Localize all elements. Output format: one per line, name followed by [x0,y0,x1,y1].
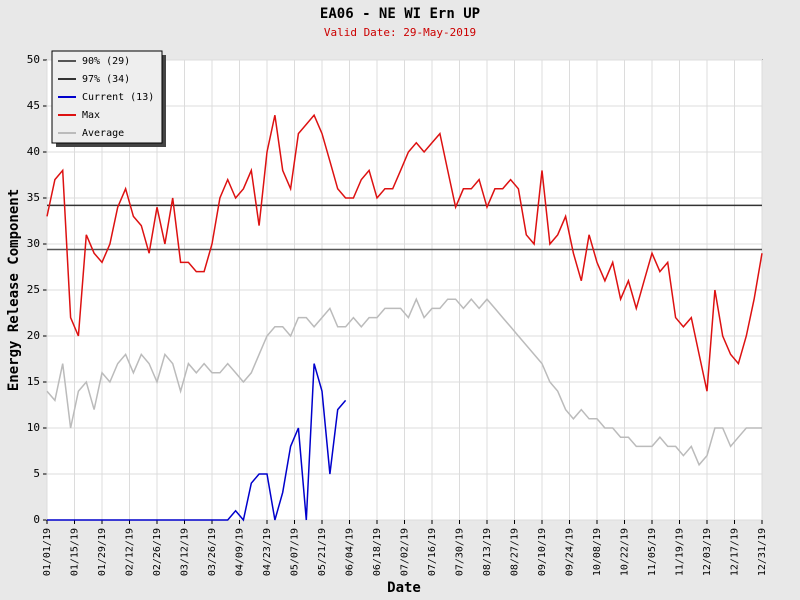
x-tick-label: 08/13/19 [482,528,493,576]
x-tick-label: 04/23/19 [262,528,273,576]
x-tick-label: 12/31/19 [757,528,768,576]
y-tick-label: 30 [27,237,40,250]
chart-title: EA06 - NE WI Ern UP [320,6,480,22]
x-tick-label: 12/03/19 [702,528,713,576]
legend-label: 97% (34) [82,74,130,85]
legend-label: Average [82,128,124,139]
y-tick-label: 20 [27,329,40,342]
x-tick-label: 10/22/19 [620,528,631,576]
y-tick-label: 15 [27,375,40,388]
x-tick-label: 07/30/19 [455,528,466,576]
x-tick-label: 07/16/19 [427,528,438,576]
y-axis-label: Energy Release Component [6,189,22,391]
x-tick-label: 04/09/19 [235,528,246,576]
y-tick-label: 45 [27,99,40,112]
x-tick-label: 09/24/19 [565,528,576,576]
x-tick-label: 03/26/19 [207,528,218,576]
x-tick-label: 05/07/19 [290,528,301,576]
x-tick-label: 06/04/19 [345,528,356,576]
x-tick-label: 09/10/19 [537,528,548,576]
y-tick-label: 35 [27,191,40,204]
series-line [46,297,762,467]
x-tick-label: 06/18/19 [372,528,383,576]
legend-label: 90% (29) [82,56,130,67]
chart-subtitle: Valid Date: 29-May-2019 [324,26,476,39]
y-tick-label: 0 [33,513,40,526]
x-tick-label: 01/01/19 [42,528,53,576]
y-tick-label: 25 [27,283,40,296]
legend: 90% (29) 97% (34) Current (13) Max Average [51,50,166,147]
x-tick-label: 11/05/19 [647,528,658,576]
x-tick-label: 05/21/19 [317,528,328,576]
x-tick-label: 02/12/19 [125,528,136,576]
x-tick-label: 03/12/19 [180,528,191,576]
legend-label: Max [82,110,100,121]
x-tick-label: 12/17/19 [730,528,741,576]
x-tick-label: 01/15/19 [70,528,81,576]
y-tick-label: 10 [27,421,40,434]
y-tick-label: 5 [33,467,40,480]
x-tick-label: 11/19/19 [675,528,686,576]
series-line [46,113,763,392]
series-line [47,363,347,522]
y-tick-label: 50 [27,53,40,66]
legend-label: Current (13) [82,92,154,103]
x-tick-label: 01/29/19 [97,528,108,576]
x-axis-label: Date [387,580,421,596]
x-tick-label: 08/27/19 [510,528,521,576]
x-tick-label: 10/08/19 [592,528,603,576]
x-tick-label: 07/02/19 [400,528,411,576]
y-tick-label: 40 [27,145,40,158]
x-tick-label: 02/26/19 [152,528,163,576]
